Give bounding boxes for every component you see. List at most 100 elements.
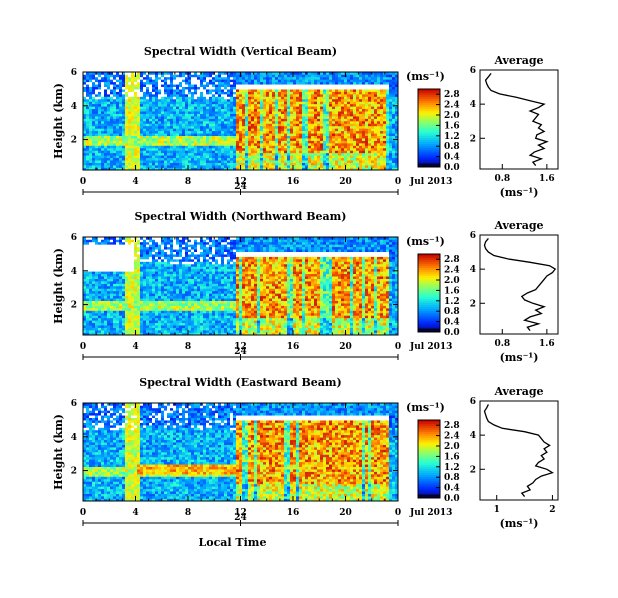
heatmap-cell (128, 249, 132, 252)
heatmap-cell (101, 160, 105, 163)
heatmap-cell (182, 130, 186, 134)
heatmap-cell (335, 91, 339, 95)
heatmap-cell (374, 101, 378, 105)
heatmap-cell (365, 155, 369, 159)
heatmap-cell (89, 263, 93, 267)
heatmap-cell (215, 89, 219, 92)
heatmap-cell (146, 135, 150, 139)
heatmap-cell (215, 96, 219, 100)
heatmap-cell (101, 162, 105, 166)
heatmap-cell (266, 155, 270, 159)
heatmap-cell (266, 103, 270, 107)
heatmap-cell (260, 123, 264, 127)
heatmap-cell (269, 162, 273, 166)
heatmap-cell (377, 103, 381, 107)
heatmap-cell (113, 135, 117, 139)
heatmap-cell (188, 152, 192, 156)
heatmap-cell (311, 108, 315, 112)
heatmap-cell (344, 147, 348, 151)
heatmap-cell (197, 128, 201, 132)
heatmap-cell (209, 106, 213, 110)
heatmap-cells (83, 72, 399, 171)
heatmap-cell (116, 256, 120, 260)
heatmap-cell (299, 140, 303, 144)
heatmap-cell (170, 86, 174, 90)
heatmap-cell (92, 113, 96, 117)
heatmap-cell (122, 86, 126, 90)
heatmap-cell (164, 91, 168, 95)
heatmap-cell (254, 72, 258, 75)
heatmap-cell (377, 147, 381, 151)
heatmap-cell (131, 160, 135, 163)
heatmap-cell (179, 147, 183, 151)
heatmap-cell (344, 94, 348, 97)
heatmap-cell (272, 113, 276, 117)
heatmap-cell (335, 125, 339, 129)
colorbar-segment (418, 135, 440, 139)
heatmap-cell (95, 101, 99, 105)
heatmap-cell (314, 103, 318, 107)
heatmap-cell (293, 96, 297, 100)
heatmap-cell (341, 133, 345, 136)
heatmap-cell (389, 138, 393, 141)
heatmap-cell (362, 145, 366, 149)
heatmap-cell (146, 133, 150, 136)
heatmap-cell (119, 239, 123, 243)
heatmap-cell (203, 162, 207, 166)
heatmap-cell (125, 98, 129, 102)
heatmap-cell (221, 155, 225, 159)
heatmap-cell (125, 155, 129, 159)
heatmap-cell (383, 113, 387, 117)
heatmap-cell (140, 98, 144, 102)
heatmap-cell (107, 125, 111, 129)
heatmap-cell (86, 113, 90, 117)
heatmap-cell (137, 76, 141, 80)
heatmap-cell (110, 140, 114, 144)
heatmap-cell (374, 160, 378, 163)
heatmap-cell (200, 74, 204, 78)
heatmap-cell (302, 133, 306, 136)
heatmap-cell (128, 91, 132, 95)
heatmap-cell (143, 79, 147, 83)
heatmap-cell (281, 74, 285, 78)
heatmap-cell (245, 118, 249, 122)
heatmap-cell (299, 123, 303, 127)
heatmap-cell (185, 106, 189, 110)
heatmap-cell (209, 98, 213, 102)
heatmap-cell (185, 162, 189, 166)
heatmap-cell (155, 96, 159, 100)
heatmap-cell (89, 237, 93, 240)
heatmap-cell (191, 113, 195, 117)
heatmap-cell (179, 162, 183, 166)
heatmap-cell (134, 143, 138, 146)
heatmap-cell (281, 96, 285, 100)
heatmap-cell (170, 101, 174, 105)
heatmap-cell (332, 103, 336, 107)
heatmap-cell (125, 312, 129, 316)
heatmap-cell (332, 130, 336, 134)
heatmap-cell (215, 76, 219, 80)
heatmap-cell (395, 157, 399, 161)
y-tick-label: 6 (71, 68, 77, 78)
heatmap-cell (185, 86, 189, 90)
heatmap-cell (101, 98, 105, 102)
heatmap-cell (227, 108, 231, 112)
heatmap-cell (191, 165, 195, 168)
heatmap-cell (167, 94, 171, 97)
heatmap-cell (155, 133, 159, 136)
heatmap-cell (128, 79, 132, 83)
heatmap-cell (362, 79, 366, 83)
heatmap-cell (302, 143, 306, 146)
heatmap-cell (113, 254, 117, 257)
heatmap-cell (266, 86, 270, 90)
heatmap-cell (239, 89, 243, 92)
heatmap-cell (89, 150, 93, 154)
heatmap-cell (152, 135, 156, 139)
heatmap-cell (230, 86, 234, 90)
heatmap-cell (161, 145, 165, 149)
heatmap-cell (371, 98, 375, 102)
heatmap-cell (269, 125, 273, 129)
heatmap-cell (113, 121, 117, 124)
heatmap-cell (98, 325, 102, 328)
heatmap-cell (146, 116, 150, 119)
